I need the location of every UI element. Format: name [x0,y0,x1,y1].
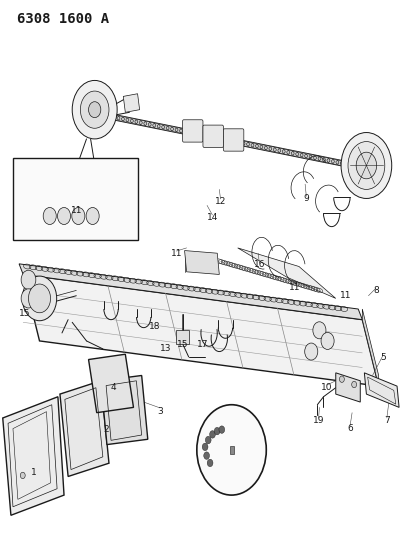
Text: 9: 9 [303,194,308,203]
Text: 5: 5 [379,353,385,362]
Bar [176,330,188,344]
Polygon shape [184,251,219,274]
Circle shape [28,284,50,313]
Circle shape [20,472,25,479]
Circle shape [43,207,56,224]
Text: 15: 15 [18,309,30,318]
Polygon shape [60,381,109,477]
Circle shape [202,443,207,450]
Polygon shape [88,354,133,413]
Text: 11: 11 [288,283,300,292]
Text: 6308 1600 A: 6308 1600 A [17,12,109,26]
Circle shape [339,376,344,382]
Circle shape [22,276,56,321]
Circle shape [80,91,109,128]
Polygon shape [19,264,362,320]
FancyBboxPatch shape [202,125,223,148]
Polygon shape [237,248,335,298]
Circle shape [205,437,211,444]
Text: 11: 11 [70,206,82,215]
Polygon shape [23,274,378,386]
Circle shape [340,133,391,198]
Circle shape [86,207,99,224]
Circle shape [72,80,117,139]
Polygon shape [101,375,147,445]
FancyBboxPatch shape [182,120,202,142]
Text: 12: 12 [214,197,226,206]
Text: 19: 19 [312,416,324,425]
Circle shape [88,102,101,118]
Bar [13,158,137,240]
Text: 6: 6 [346,424,352,433]
Text: 11: 11 [339,291,351,300]
Text: 10: 10 [320,383,332,392]
Text: 11: 11 [170,249,182,258]
Circle shape [347,142,384,189]
Circle shape [355,152,376,179]
Polygon shape [335,373,360,402]
Text: 1: 1 [30,468,36,477]
Bar [229,446,233,454]
Text: 2: 2 [103,425,109,434]
Polygon shape [364,373,398,407]
Text: 4: 4 [110,383,116,392]
Circle shape [207,459,212,467]
Text: 7: 7 [383,416,389,425]
Polygon shape [123,94,139,112]
Circle shape [214,427,220,435]
Text: 15: 15 [176,340,188,349]
Circle shape [312,322,325,339]
Circle shape [21,270,36,289]
FancyBboxPatch shape [223,129,243,151]
Circle shape [203,452,209,459]
Text: 3: 3 [157,407,162,416]
Circle shape [21,289,36,308]
Circle shape [320,333,333,350]
Text: 14: 14 [206,213,218,222]
Circle shape [72,207,85,224]
Text: 13: 13 [160,344,171,353]
Polygon shape [362,309,378,386]
Text: 17: 17 [196,340,208,349]
Circle shape [351,381,356,387]
Polygon shape [3,397,64,515]
Circle shape [218,426,224,433]
Text: 16: 16 [253,261,265,269]
Circle shape [57,207,70,224]
Circle shape [196,405,265,495]
Circle shape [304,343,317,360]
Text: 18: 18 [149,321,160,330]
Text: 8: 8 [372,286,378,295]
Circle shape [209,431,215,438]
